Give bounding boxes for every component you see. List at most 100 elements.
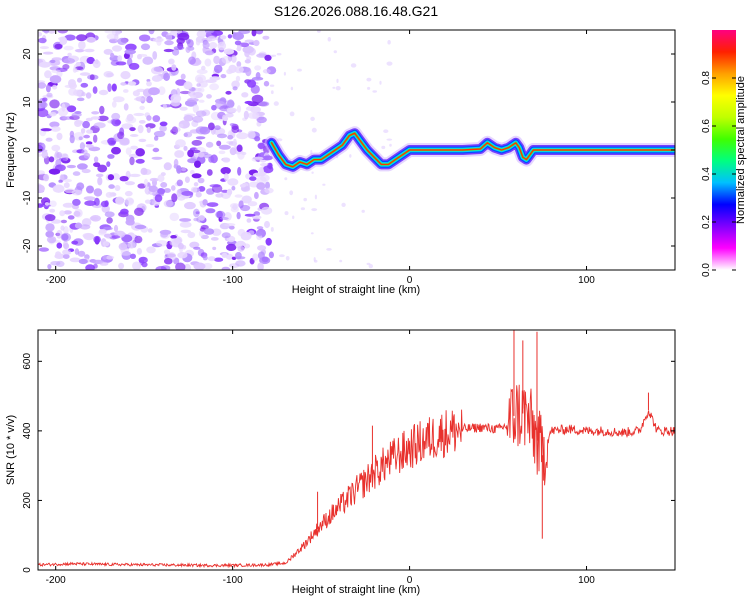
noise-blob: [250, 84, 260, 94]
noise-blob: [231, 54, 237, 63]
noise-blob: [336, 78, 339, 83]
noise-blob: [241, 92, 249, 98]
track-band: [270, 132, 675, 168]
noise-blob: [92, 59, 101, 69]
noise-blob: [86, 144, 94, 148]
noise-blob: [236, 61, 242, 68]
noise-blob: [156, 240, 168, 247]
noise-blob: [66, 105, 77, 113]
noise-blob: [72, 171, 81, 176]
noise-blob: [75, 49, 84, 53]
noise-blob: [232, 86, 238, 91]
noise-blob: [210, 237, 219, 241]
noise-blob: [251, 215, 262, 220]
noise-blob: [154, 135, 159, 141]
noise-blob: [297, 68, 302, 72]
noise-blob: [145, 144, 155, 148]
noise-blob: [191, 173, 202, 179]
noise-blob: [209, 184, 221, 188]
noise-blob: [244, 100, 254, 105]
noise-blob: [138, 256, 148, 264]
noise-blob: [40, 101, 48, 108]
noise-blob: [196, 30, 207, 38]
noise-blob: [247, 201, 258, 207]
noise-blob: [311, 127, 317, 133]
noise-blob: [155, 266, 167, 270]
noise-blob: [178, 123, 184, 128]
noise-blob: [335, 86, 341, 91]
noise-blob: [262, 35, 270, 40]
noise-blob: [227, 178, 239, 186]
noise-blob: [237, 245, 245, 252]
noise-blob: [117, 55, 123, 62]
noise-blob: [160, 182, 168, 188]
noise-blob: [244, 50, 250, 57]
top-x-axis-label: Height of straight line (km): [292, 284, 420, 296]
noise-blob: [198, 215, 205, 221]
noise-blob: [193, 246, 201, 250]
noise-blob: [157, 174, 165, 182]
colorbar-tick-label: 0.4: [701, 167, 712, 181]
noise-blob: [153, 66, 163, 72]
noise-blob: [179, 218, 192, 222]
noise-blob: [240, 231, 252, 241]
noise-blob: [60, 225, 65, 231]
noise-blob: [45, 223, 55, 232]
noise-blob: [226, 243, 237, 251]
noise-blob: [190, 169, 195, 175]
noise-blob: [172, 48, 180, 56]
noise-blob: [148, 185, 158, 193]
noise-blob: [147, 228, 153, 233]
noise-blob: [183, 145, 188, 151]
noise-blob: [271, 54, 277, 57]
noise-blob: [269, 84, 275, 87]
noise-blob: [170, 94, 182, 103]
noise-blob: [341, 202, 346, 207]
noise-blob: [80, 82, 89, 88]
noise-blob: [163, 249, 171, 255]
noise-blob: [317, 30, 321, 33]
noise-blob: [141, 262, 148, 268]
noise-blob: [50, 126, 61, 132]
noise-blob: [103, 226, 113, 231]
noise-blob: [226, 188, 233, 196]
noise-blob: [74, 248, 80, 255]
noise-blob: [146, 96, 153, 104]
noise-blob: [367, 86, 371, 90]
noise-blob: [148, 30, 155, 35]
noise-blob: [49, 121, 60, 128]
noise-blob: [261, 206, 273, 215]
noise-blob: [44, 214, 56, 222]
noise-blob: [266, 162, 273, 169]
noise-blob: [219, 217, 229, 220]
noise-blob: [215, 210, 226, 219]
noise-blob: [58, 157, 67, 162]
noise-blob: [120, 137, 130, 145]
noise-blob: [184, 201, 196, 210]
noise-blob: [59, 36, 68, 45]
noise-blob: [192, 104, 199, 113]
noise-blob: [187, 231, 196, 239]
noise-blob: [211, 228, 222, 236]
noise-blob: [152, 115, 161, 123]
noise-blob: [208, 122, 215, 131]
noise-blob: [105, 191, 114, 198]
noise-blob: [49, 208, 56, 213]
y-tick-label: 600: [22, 353, 33, 370]
noise-blob: [235, 75, 241, 82]
bottom-x-axis-label: Height of straight line (km): [292, 584, 420, 596]
noise-blob: [78, 40, 86, 50]
noise-blob: [220, 167, 231, 175]
noise-blob: [121, 123, 134, 129]
noise-blob: [176, 179, 183, 187]
noise-blob: [180, 73, 186, 80]
noise-blob: [81, 91, 86, 97]
noise-blob: [238, 200, 244, 209]
noise-blob: [44, 202, 50, 206]
noise-blob: [236, 132, 249, 140]
noise-blob: [193, 208, 200, 218]
noise-blob: [225, 113, 234, 118]
noise-blob: [115, 196, 125, 205]
noise-blob: [74, 120, 84, 125]
snr-panel: -200 -100 0 100 0 200 400 600 Height of straig…: [5, 329, 676, 596]
